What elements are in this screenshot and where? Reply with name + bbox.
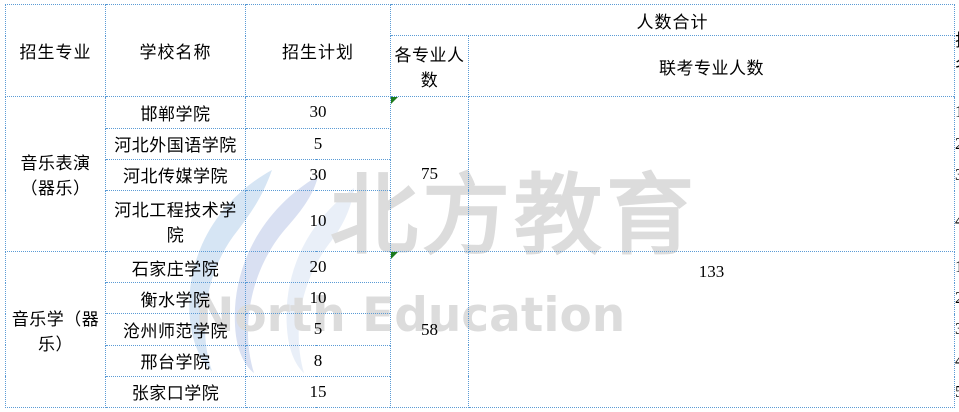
cell-school: 邯郸学院 xyxy=(105,96,246,129)
cell-joint-total: 133 xyxy=(468,251,955,408)
header-major: 招生专业 xyxy=(5,3,106,98)
cell-school: 张家口学院 xyxy=(105,375,246,409)
cell-major-total-value: 58 xyxy=(421,319,438,339)
cell-school: 衡水学院 xyxy=(105,282,246,315)
cell-school: 沧州师范学院 xyxy=(105,313,246,346)
header-total-joint: 联考专业人数 xyxy=(468,35,955,98)
header-school: 学校名称 xyxy=(105,3,246,98)
cell-plan: 10 xyxy=(245,189,391,253)
cell-school: 河北外国语学院 xyxy=(105,127,246,160)
cell-plan: 20 xyxy=(245,250,391,284)
table-row: 张家口学院 15 5 xyxy=(6,375,959,409)
cell-school: 石家庄学院 xyxy=(105,250,246,284)
cell-major-total: 75 xyxy=(390,96,469,252)
cell-plan: 30 xyxy=(245,158,391,191)
cell-school: 河北工程技术学院 xyxy=(105,189,246,253)
table-row: 音乐表演（器乐） 邯郸学院 30 75 1 xyxy=(5,96,959,252)
table-header-row-2: 各专业人数 联考专业人数 xyxy=(6,35,955,98)
cell-school: 河北传媒学院 xyxy=(105,158,246,191)
cell-plan: 5 xyxy=(245,313,391,346)
header-total-group: 人数合计 xyxy=(390,3,955,37)
error-marker-icon xyxy=(391,252,398,259)
cell-major: 音乐学（器乐） xyxy=(5,251,106,408)
cell-major-total: 58 xyxy=(390,251,469,408)
cell-major: 音乐表演（器乐） xyxy=(5,96,106,252)
table-header-row-1: 招生专业 学校名称 招生计划 人数合计 排名 xyxy=(5,3,959,98)
cell-major-total-value: 75 xyxy=(421,164,438,184)
table-container: 招生专业 学校名称 招生计划 人数合计 排名 各专业人数 联考专业人数 音乐表演… xyxy=(5,3,959,409)
table-row: 河北外国语学院 5 2 xyxy=(6,127,959,160)
error-marker-icon xyxy=(391,97,398,105)
header-total-major: 各专业人数 xyxy=(390,35,469,98)
cell-joint-total xyxy=(468,96,955,252)
enrollment-table: 招生专业 学校名称 招生计划 人数合计 排名 各专业人数 联考专业人数 音乐表演… xyxy=(5,3,959,409)
cell-plan: 10 xyxy=(245,282,391,315)
cell-plan: 5 xyxy=(245,127,391,160)
cell-plan: 8 xyxy=(245,344,391,377)
cell-plan: 15 xyxy=(245,375,391,409)
table-row: 音乐学（器乐） 石家庄学院 20 58 133 1 xyxy=(5,250,959,408)
cell-plan: 30 xyxy=(245,96,391,129)
cell-school: 邢台学院 xyxy=(105,344,246,377)
header-plan: 招生计划 xyxy=(245,3,391,98)
